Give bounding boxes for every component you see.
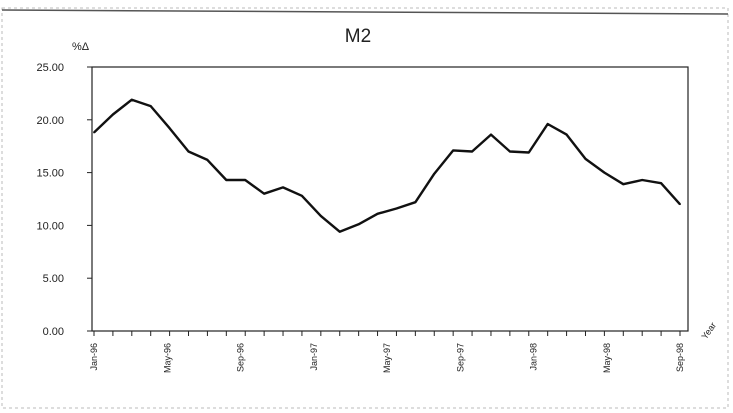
data-point	[527, 151, 530, 154]
data-point	[149, 105, 152, 107]
data-point	[301, 194, 303, 197]
y-tick-label: 20.00	[36, 115, 64, 127]
x-tick-label: Sep-96	[236, 343, 246, 372]
data-point	[376, 212, 379, 215]
data-point	[433, 172, 436, 175]
x-tick-label: Jan-96	[89, 343, 99, 371]
chart-title: M2	[345, 26, 371, 47]
data-point	[168, 127, 171, 130]
x-tick-label: May-97	[382, 343, 392, 373]
y-tick-label: 25.00	[36, 62, 64, 74]
data-point	[206, 159, 209, 161]
x-tick-label: May-96	[162, 343, 172, 373]
data-point	[319, 214, 322, 217]
plot-area	[91, 66, 689, 332]
y-tick-label: 0.00	[43, 326, 64, 338]
y-tick-label: 5.00	[43, 273, 64, 285]
data-point	[452, 149, 455, 152]
data-point	[679, 203, 681, 206]
data-point	[357, 223, 360, 226]
x-tick-label: May-98	[602, 343, 612, 373]
data-point	[225, 179, 228, 181]
data-point	[508, 150, 511, 153]
data-point	[244, 179, 247, 181]
data-point	[584, 157, 587, 160]
data-point	[546, 123, 549, 125]
data-point	[565, 133, 568, 136]
data-point	[263, 192, 266, 195]
data-point	[622, 183, 625, 186]
data-point	[603, 171, 606, 174]
series-layer	[93, 98, 681, 233]
data-point	[414, 201, 417, 204]
outer-frame-top	[1, 9, 729, 15]
x-tick-label: Sep-97	[455, 343, 465, 372]
y-tick-label: 10.00	[36, 220, 64, 232]
outer-frame	[1, 7, 729, 409]
data-point	[490, 133, 492, 136]
data-point	[282, 186, 284, 189]
data-point	[641, 179, 644, 181]
series-line	[93, 98, 681, 233]
data-point	[660, 182, 662, 185]
data-point	[395, 207, 398, 210]
x-tick-label: Sep-98	[675, 343, 685, 372]
data-point	[130, 98, 133, 101]
y-axis: 0.00 5.00 10.00 15.00 20.00 25.00	[36, 62, 92, 338]
data-point	[112, 113, 114, 116]
data-point	[338, 230, 341, 233]
y-tick-label: 15.00	[36, 168, 64, 180]
data-point	[471, 150, 473, 153]
x-axis: Jan-96 May-96 Sep-96 Jan-97 May-97 Sep-97 Jan-…	[89, 331, 685, 373]
data-point	[187, 150, 190, 153]
data-point	[93, 131, 95, 134]
x-tick-label: Jan-97	[309, 343, 319, 371]
x-overflow-label: Year	[699, 321, 718, 342]
y-axis-label: %Δ	[72, 41, 90, 53]
x-tick-label: Jan-98	[529, 343, 539, 371]
